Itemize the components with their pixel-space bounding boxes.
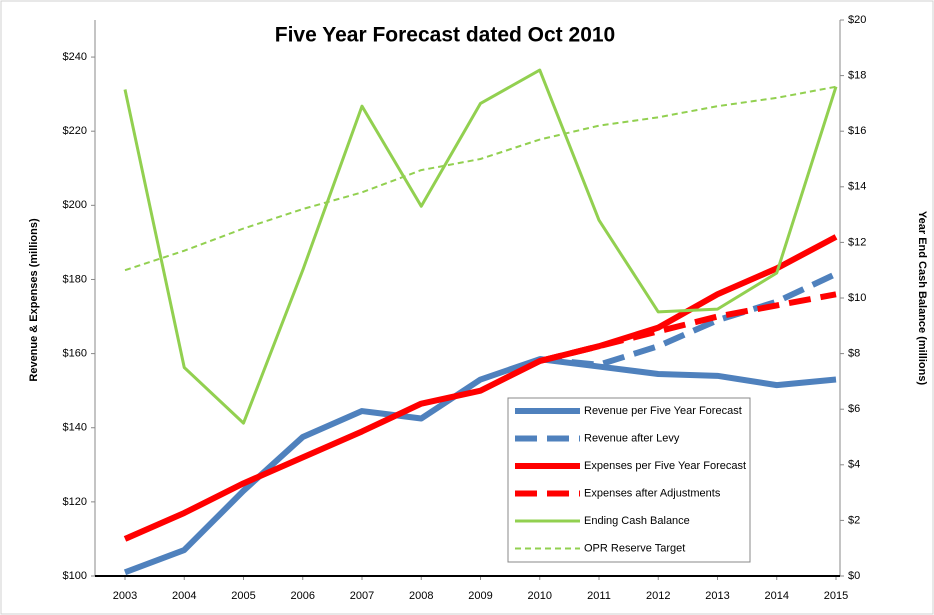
y-tick-label: $120 [63,496,87,508]
x-tick-label: 2008 [409,590,433,602]
y2-tick-label: $0 [848,570,860,582]
legend-label: OPR Reserve Target [584,542,685,554]
x-tick-label: 2010 [528,590,552,602]
legend-label: Expenses after Adjustments [584,487,721,499]
y2-tick-label: $10 [848,292,866,304]
x-tick-label: 2004 [172,590,196,602]
series-line [123,234,838,542]
y-tick-label: $180 [63,273,87,285]
y2-axis-title: Year End Cash Balance (millions) [916,211,928,386]
y2-tick-label: $2 [848,514,860,526]
x-tick-label: 2009 [468,590,492,602]
x-tick-label: 2007 [350,590,374,602]
legend [507,397,751,563]
legend-label: Revenue per Five Year Forecast [584,405,742,417]
series-line [539,291,837,364]
series-line [123,356,837,576]
y-tick-label: $240 [63,51,87,63]
y2-tick-label: $8 [848,348,860,360]
y-tick-label: $220 [63,125,87,137]
legend-label: Expenses per Five Year Forecast [584,460,746,472]
y2-tick-label: $4 [848,459,860,471]
y2-tick-label: $16 [848,125,866,137]
x-tick-label: 2011 [587,590,611,602]
series-line [123,68,838,425]
chart-title: Five Year Forecast dated Oct 2010 [275,24,615,47]
series-line [539,271,838,368]
x-tick-label: 2005 [231,590,255,602]
x-tick-label: 2013 [705,590,729,602]
y-tick-label: $140 [63,422,87,434]
x-tick-label: 2012 [646,590,670,602]
x-tick-label: 2003 [113,590,137,602]
y-tick-label: $160 [63,348,87,360]
legend-label: Ending Cash Balance [584,515,690,527]
y2-tick-label: $18 [848,70,866,82]
y-axis-title: Revenue & Expenses (millions) [28,218,40,382]
y2-tick-label: $6 [848,403,860,415]
series-line [124,85,837,272]
y-tick-label: $100 [63,570,87,582]
y2-tick-label: $20 [848,14,866,26]
y-tick-label: $200 [63,199,87,211]
y2-tick-label: $14 [848,181,866,193]
x-tick-label: 2015 [824,590,848,602]
y2-tick-label: $12 [848,236,866,248]
x-tick-label: 2006 [291,590,315,602]
x-tick-label: 2014 [765,590,789,602]
legend-label: Revenue after Levy [584,432,680,444]
